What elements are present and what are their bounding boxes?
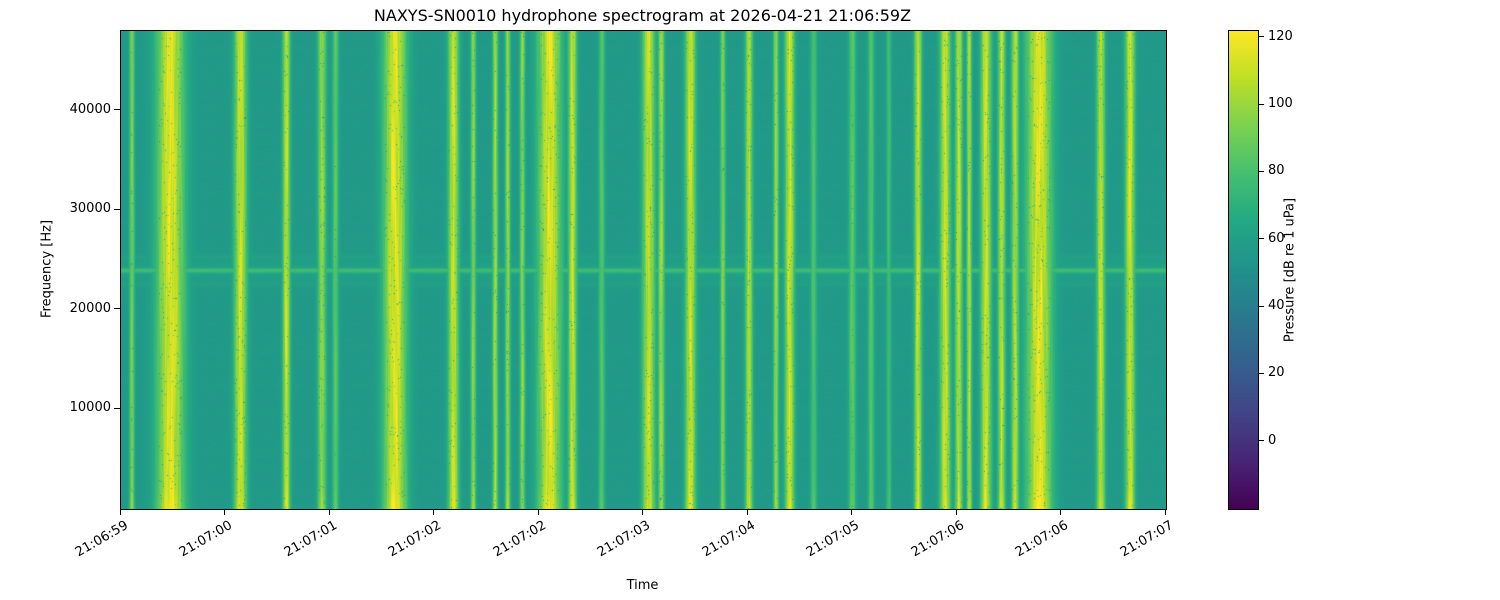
x-tick-label-text: 21:07:06	[1012, 518, 1071, 561]
colorbar-gradient	[1229, 31, 1258, 509]
colorbar-tick-label: 120	[1268, 28, 1293, 44]
colorbar-label: Pressure [dB re 1 uPa]	[1282, 197, 1298, 343]
x-tick-mark	[642, 510, 643, 515]
x-tick-mark	[224, 510, 225, 515]
colorbar-tick-mark	[1259, 305, 1264, 307]
x-tick-label-text: 21:07:04	[699, 518, 758, 561]
chart-title: NAXYS-SN0010 hydrophone spectrogram at 2…	[373, 6, 912, 25]
x-tick-label-text: 21:07:01	[281, 518, 340, 561]
colorbar-tick-mark	[1259, 170, 1264, 172]
x-axis-label: Time	[626, 578, 659, 593]
colorbar-tick-label: 0	[1268, 432, 1277, 448]
colorbar-tick-mark	[1259, 440, 1264, 442]
plot-area	[120, 30, 1167, 510]
x-tick-mark	[328, 510, 330, 515]
y-tick-label: 20000	[69, 300, 111, 316]
colorbar-tick-label: 20	[1268, 365, 1285, 381]
colorbar-tick-mark	[1259, 238, 1264, 240]
x-tick-mark	[955, 510, 957, 515]
y-tick-label: 40000	[69, 101, 111, 117]
y-tick-mark	[114, 407, 120, 409]
colorbar-tick-mark	[1259, 36, 1264, 38]
x-tick-label-text: 21:06:59	[72, 518, 131, 561]
x-tick-label-text: 21:07:02	[490, 518, 549, 561]
colorbar-tick-label: 100	[1268, 96, 1293, 112]
x-tick-mark	[433, 510, 434, 515]
x-tick-label-text: 21:07:05	[803, 518, 862, 561]
colorbar-tick-mark	[1259, 103, 1264, 105]
colorbar-tick-label: 60	[1268, 230, 1285, 246]
x-tick-label-text: 21:07:02	[385, 518, 444, 561]
x-tick-mark	[119, 510, 121, 515]
y-tick-mark	[114, 208, 120, 210]
colorbar-tick-mark	[1259, 372, 1264, 374]
y-tick-label: 30000	[69, 201, 111, 217]
x-tick-label-text: 21:07:06	[908, 518, 967, 561]
x-tick-label-text: 21:07:03	[594, 518, 653, 561]
x-tick-label-text: 21:07:00	[176, 518, 235, 561]
colorbar-tick-label: 80	[1268, 163, 1285, 179]
colorbar-tick-label: 40	[1268, 298, 1285, 314]
y-tick-mark	[114, 308, 120, 310]
spectrogram-canvas	[121, 31, 1166, 509]
y-tick-mark	[114, 109, 120, 111]
x-tick-mark	[851, 510, 852, 515]
y-tick-label: 10000	[69, 400, 111, 416]
colorbar	[1228, 30, 1259, 510]
x-tick-mark	[537, 510, 539, 515]
x-tick-mark	[746, 510, 748, 515]
x-tick-label-text: 21:07:07	[1117, 518, 1176, 561]
x-tick-mark	[1060, 510, 1061, 515]
x-tick-mark	[1164, 510, 1166, 515]
